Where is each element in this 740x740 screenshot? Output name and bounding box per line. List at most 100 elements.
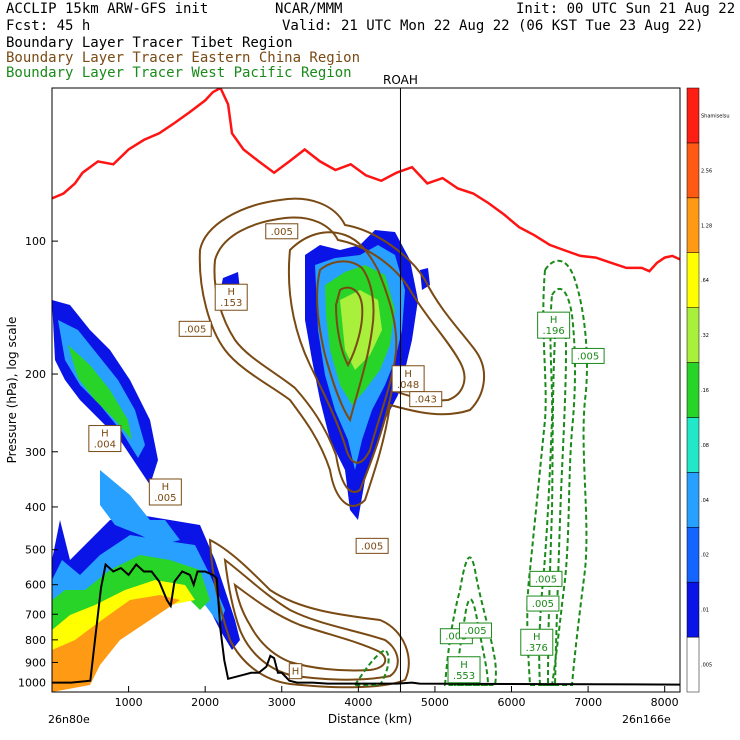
y-axis-label: Pressure (hPa), log scale bbox=[5, 317, 19, 464]
box-label-frame bbox=[265, 223, 299, 240]
x-tick-label: 5000 bbox=[421, 696, 449, 709]
box-label: .005 bbox=[178, 320, 212, 337]
box-label-frame bbox=[391, 365, 425, 393]
y-tick-label: 200 bbox=[25, 368, 46, 381]
tropopause-line bbox=[52, 88, 680, 273]
box-label-text: .196 bbox=[543, 326, 565, 337]
box-labels: .005H.153.005H.048.043.005H.004H.005H.00… bbox=[88, 223, 605, 684]
y-tick-label: 800 bbox=[25, 634, 46, 647]
box-label-frame bbox=[459, 622, 493, 639]
colorbar-swatch bbox=[686, 362, 700, 418]
box-label-frame bbox=[355, 537, 389, 554]
x-axis-label: Distance (km) bbox=[328, 712, 412, 726]
y-axis: 100 200 300 400 500 600 700 800 900 1000 bbox=[18, 235, 58, 690]
colorbar-label: .16 bbox=[701, 388, 709, 394]
x-tick-label: 3000 bbox=[268, 696, 296, 709]
colorbar-label: .08 bbox=[701, 443, 709, 449]
box-label-text: .005 bbox=[184, 324, 206, 335]
box-label-text: H bbox=[101, 429, 109, 440]
y-tick-label: 700 bbox=[25, 608, 46, 621]
x-tick-label: 2000 bbox=[191, 696, 219, 709]
valid-time: Valid: 21 UTC Mon 22 Aug 22 (06 KST Tue … bbox=[282, 18, 704, 34]
colorbar-swatch bbox=[686, 307, 700, 363]
box-label: H.005 bbox=[148, 478, 182, 506]
box-label-frame bbox=[526, 595, 560, 612]
box-label-text: H bbox=[460, 660, 468, 671]
west-pacific-contours bbox=[353, 259, 588, 686]
colorbar-swatch bbox=[686, 417, 700, 473]
box-label-text: .043 bbox=[415, 395, 437, 406]
x-tick-label: 8000 bbox=[651, 696, 679, 709]
tracer-fields: .005H.153.005H.048.043.005H.004H.005H.00… bbox=[52, 88, 680, 692]
box-label-text: .005 bbox=[577, 351, 599, 362]
colorbar-label: .04 bbox=[701, 498, 709, 504]
colorbar-swatch bbox=[686, 527, 700, 583]
y-tick-label: 500 bbox=[25, 544, 46, 557]
box-label-frame bbox=[529, 570, 563, 587]
colorbar-swatch bbox=[686, 252, 700, 308]
legend-tibet: Boundary Layer Tracer Tibet Region bbox=[6, 35, 293, 51]
x-tick-label: 7000 bbox=[574, 696, 602, 709]
y-tick-label: 400 bbox=[25, 501, 46, 514]
box-label-text: H bbox=[404, 369, 412, 380]
box-label: H bbox=[288, 663, 303, 680]
box-label: .005 bbox=[529, 570, 563, 587]
box-label-frame bbox=[520, 628, 554, 656]
box-label-text: .005 bbox=[535, 574, 557, 585]
colorbar: .005 .01 .02 .04 .08 .16 .32 .64 1.28 2.56 Shamise… bbox=[686, 87, 730, 693]
box-label-frame bbox=[88, 425, 122, 453]
init-label: Init: 00 UTC Sun 21 Aug 22 bbox=[516, 1, 736, 17]
box-label-text: .005 bbox=[271, 227, 293, 238]
source-label: NCAR/MMM bbox=[275, 1, 343, 17]
colorbar-swatch bbox=[686, 197, 700, 253]
legend-eastern-china: Boundary Layer Tracer Eastern China Regi… bbox=[6, 50, 361, 66]
forecast-hour: Fcst: 45 h bbox=[6, 18, 91, 34]
box-label-frame bbox=[537, 311, 571, 339]
y-tick-label: 900 bbox=[25, 656, 46, 669]
box-label-text: .005 bbox=[361, 541, 383, 552]
legend-west-pacific: Boundary Layer Tracer West Pacific Regio… bbox=[6, 65, 352, 81]
box-label: H.153 bbox=[214, 283, 248, 311]
box-label-frame bbox=[409, 391, 443, 408]
box-label: .005 bbox=[459, 622, 493, 639]
y-tick-label: 600 bbox=[25, 579, 46, 592]
box-label-text: H bbox=[162, 482, 170, 493]
colorbar-swatch bbox=[686, 87, 700, 144]
colorbar-label: .005 bbox=[701, 663, 712, 669]
colorbar-swatch bbox=[686, 636, 700, 693]
colorbar-swatch bbox=[686, 472, 700, 528]
box-label-frame bbox=[288, 663, 303, 680]
box-label: .005 bbox=[526, 595, 560, 612]
box-label-text: .376 bbox=[526, 643, 548, 654]
y-tick-label: 1000 bbox=[18, 677, 46, 690]
box-label-text: .004 bbox=[94, 440, 116, 451]
colorbar-label: 2.56 bbox=[701, 168, 712, 174]
eastern-china-contours bbox=[198, 197, 486, 689]
colorbar-label: 1.28 bbox=[701, 223, 712, 229]
box-label-text: .553 bbox=[453, 671, 475, 682]
box-label: .043 bbox=[409, 391, 443, 408]
colorbar-swatch bbox=[686, 581, 700, 638]
box-label-frame bbox=[447, 656, 481, 684]
box-label-frame bbox=[571, 347, 605, 364]
box-label-text: .005 bbox=[445, 632, 467, 643]
y-tick-label: 300 bbox=[25, 446, 46, 459]
box-label-frame bbox=[148, 478, 182, 506]
roah-marker-label: ROAH bbox=[383, 73, 418, 87]
box-label-text: .005 bbox=[154, 493, 176, 504]
box-label-text: H bbox=[533, 632, 541, 643]
chart-title: ACCLIP 15km ARW-GFS init bbox=[6, 1, 209, 17]
box-label: H.004 bbox=[88, 425, 122, 453]
x-right-endpoint: 26n166e bbox=[622, 713, 671, 726]
colorbar-label: .64 bbox=[701, 278, 709, 284]
box-label-text: H bbox=[550, 315, 558, 326]
box-label: H.196 bbox=[537, 311, 571, 339]
x-axis: 1000 2000 3000 4000 5000 6000 7000 8000 bbox=[115, 686, 679, 709]
box-label-frame bbox=[178, 320, 212, 337]
x-tick-label: 6000 bbox=[498, 696, 526, 709]
tibet-tracer-west bbox=[52, 300, 240, 692]
x-tick-label: 1000 bbox=[115, 696, 143, 709]
colorbar-label: .32 bbox=[701, 333, 709, 339]
box-label-text: .005 bbox=[464, 626, 486, 637]
